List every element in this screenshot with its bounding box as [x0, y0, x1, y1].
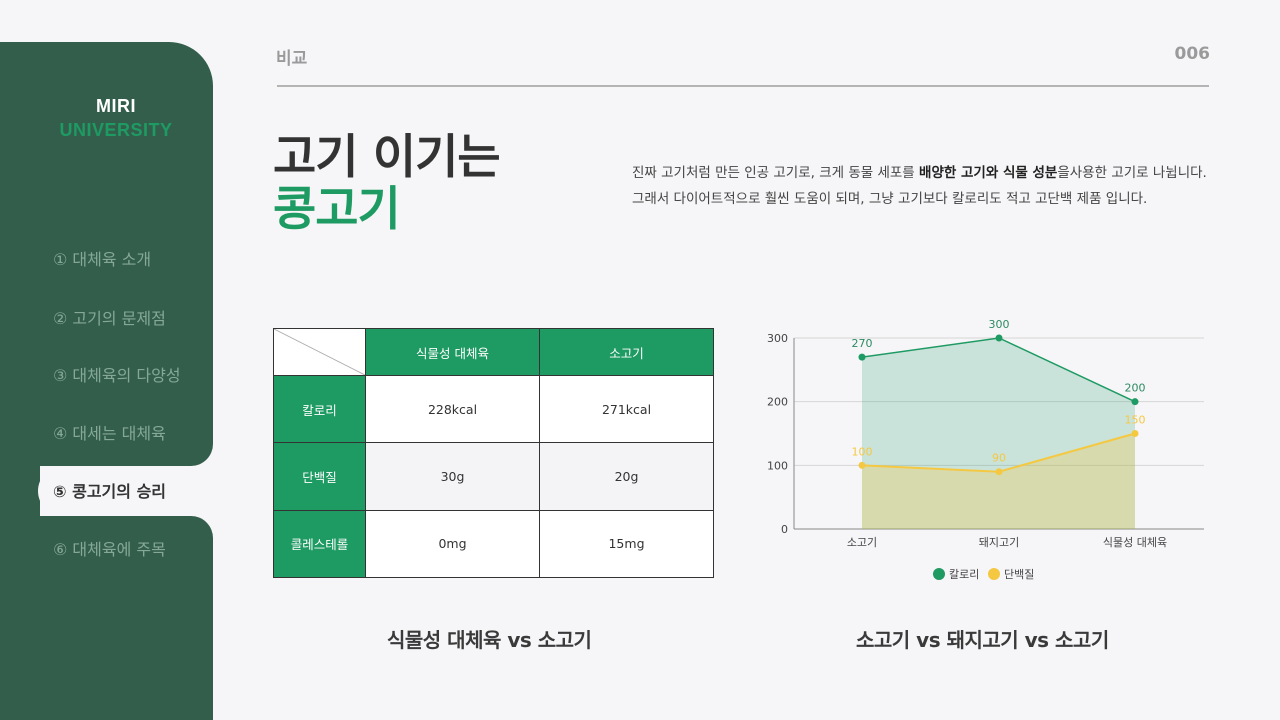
table-row: 콜레스테롤 0mg 15mg	[273, 509, 714, 579]
series-area	[862, 338, 1135, 529]
sidebar-panel-bottom	[0, 516, 213, 720]
legend-calorie-icon	[933, 568, 945, 580]
table-corner-cell	[273, 328, 366, 376]
page-number: 006	[1174, 44, 1211, 64]
description: 진짜 고기처럼 만든 인공 고기로, 크게 동물 세포를 배양한 고기와 식물 …	[632, 160, 1222, 212]
description-line2: 그래서 다이어트적으로 훨씬 도움이 되며, 그냥 고기보다 칼로리도 적고 고…	[632, 191, 1148, 207]
sidebar-item-soy-victory[interactable]: ⑤ 콩고기의 승리	[53, 482, 167, 501]
brand-logo: MIRI UNIVERSITY	[0, 94, 232, 142]
description-text: 을사용한 고기로 나뉩니다.	[1057, 165, 1207, 181]
brand-name-line1: MIRI	[96, 96, 136, 116]
table-column-header: 소고기	[539, 328, 714, 376]
data-point	[858, 353, 866, 361]
data-label: 150	[1125, 414, 1146, 427]
page-title-line1: 고기 이기는	[273, 130, 501, 185]
sidebar-panel-top	[0, 42, 213, 466]
table-cell: 228kcal	[365, 374, 540, 444]
data-point	[858, 461, 866, 469]
table-row-header: 단백질	[273, 442, 366, 511]
area-chart: 0 100 200 300 270 300 200 100 90 150 소고기 돼지고기 식물성 대체…	[750, 310, 1220, 590]
table-row: 칼로리 228kcal 271kcal	[273, 374, 714, 444]
brand-name-line2: UNIVERSITY	[59, 120, 173, 140]
table-cell: 271kcal	[539, 374, 714, 444]
table-row-header: 칼로리	[273, 374, 366, 444]
data-label: 200	[1125, 382, 1146, 395]
y-tick-label: 0	[781, 523, 788, 536]
description-line1: 진짜 고기처럼 만든 인공 고기로, 크게 동물 세포를 배양한 고기와 식물 …	[632, 160, 1222, 186]
table-cell: 0mg	[365, 509, 540, 579]
data-label: 90	[992, 452, 1006, 465]
area-chart-canvas: 0 100 200 300 270 300 200 100 90 150 소고기 돼지고기 식물성 대체…	[767, 318, 1204, 581]
sidebar-item-trend[interactable]: ④ 대세는 대체육	[53, 424, 166, 443]
sidebar-item-intro[interactable]: ① 대체육 소개	[53, 250, 152, 269]
section-label: 비교	[276, 49, 308, 69]
description-highlight: 배양한 고기와 식물 성분	[919, 165, 1058, 181]
legend-label: 칼로리	[949, 568, 979, 581]
description-text: 진짜 고기처럼 만든 인공 고기로, 크게 동물 세포를	[632, 165, 920, 181]
table-header-row: 식물성 대체육 소고기	[273, 328, 714, 376]
page-title: 고기 이기는 콩고기	[273, 130, 501, 237]
y-tick-label: 300	[767, 332, 788, 345]
chart-caption: 소고기 vs 돼지고기 vs 소고기	[856, 628, 1109, 652]
table-cell: 30g	[365, 442, 540, 511]
data-point	[995, 334, 1003, 342]
sidebar-item-problems[interactable]: ② 고기의 문제점	[53, 309, 166, 328]
table-cell: 20g	[539, 442, 714, 511]
data-label: 100	[852, 445, 873, 458]
sidebar	[0, 42, 213, 720]
data-point	[995, 468, 1003, 476]
comparison-table: 식물성 대체육 소고기 칼로리 228kcal 271kcal 단백질 30g …	[273, 328, 714, 579]
sidebar-item-attention[interactable]: ⑥ 대체육에 주목	[53, 540, 166, 559]
x-tick-label: 식물성 대체육	[1103, 536, 1167, 549]
table-caption: 식물성 대체육 vs 소고기	[387, 628, 592, 652]
header-divider	[277, 85, 1209, 87]
table-cell: 15mg	[539, 509, 714, 579]
y-tick-label: 200	[767, 396, 788, 409]
data-point	[1131, 430, 1139, 437]
y-tick-label: 100	[767, 459, 788, 472]
legend-protein-icon	[988, 568, 1000, 580]
table-row: 단백질 30g 20g	[273, 442, 714, 511]
x-tick-label: 소고기	[847, 536, 877, 549]
page-title-line2: 콩고기	[273, 182, 401, 237]
data-point	[1131, 398, 1139, 406]
active-tab-highlight	[38, 466, 213, 516]
series-area	[862, 433, 1135, 529]
table-row-header: 콜레스테롤	[273, 509, 366, 579]
sidebar-item-diversity[interactable]: ③ 대체육의 다양성	[53, 366, 181, 385]
table-column-header: 식물성 대체육	[365, 328, 540, 376]
diagonal-line-icon	[274, 329, 365, 375]
legend-label: 단백질	[1004, 568, 1034, 581]
x-tick-label: 돼지고기	[979, 536, 1019, 549]
data-label: 300	[989, 318, 1010, 331]
data-label: 270	[852, 337, 873, 350]
